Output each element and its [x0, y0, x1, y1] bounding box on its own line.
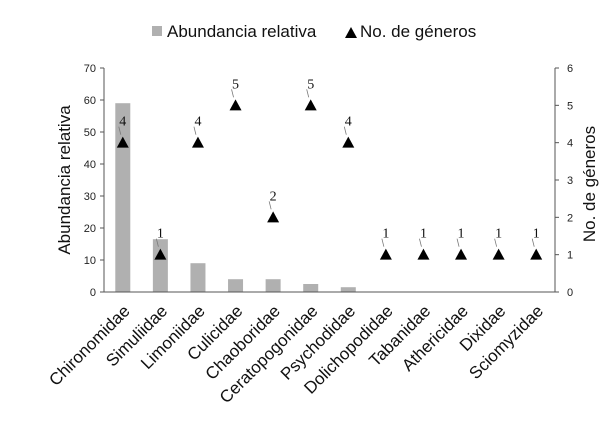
left-tick-label: 50	[84, 127, 96, 139]
leader-line	[456, 238, 460, 247]
left-tick-label: 10	[84, 255, 96, 267]
right-tick-label: 5	[567, 100, 573, 112]
right-tick-label: 6	[567, 63, 573, 75]
right-tick-label: 0	[567, 287, 573, 299]
left-axis: 0 10 20 30 40 50 60 70 Abundancia relativa	[55, 63, 105, 299]
left-tick-label: 20	[84, 223, 96, 235]
data-label: 5	[307, 77, 314, 92]
leader-line	[419, 238, 422, 247]
data-label: 5	[232, 77, 239, 92]
leader-line	[381, 238, 385, 247]
data-label: 1	[533, 227, 540, 242]
left-tick-label: 60	[84, 95, 96, 107]
leader-line	[306, 89, 310, 98]
data-label: 1	[495, 227, 502, 242]
data-label: 2	[270, 189, 277, 204]
marker	[267, 211, 280, 223]
data-label: 4	[119, 115, 126, 130]
bar	[340, 287, 356, 292]
left-axis-title: Abundancia relativa	[55, 105, 74, 255]
leader-line	[193, 126, 197, 135]
leader-line	[343, 126, 347, 135]
legend: Abundancia relativa No. de géneros	[152, 22, 476, 41]
marker	[191, 136, 204, 148]
leader-line	[531, 238, 535, 247]
right-tick-label: 4	[567, 138, 573, 150]
category-labels: ChironomidaeSimuliidaeLimoniidaeCulicida…	[45, 291, 555, 407]
data-label: 4	[345, 115, 352, 130]
right-tick-label: 3	[567, 175, 573, 187]
marker	[417, 248, 430, 260]
marker	[342, 136, 355, 148]
legend-swatch-bar	[152, 26, 162, 36]
marker	[492, 248, 505, 260]
marker	[116, 136, 129, 148]
marker	[530, 248, 543, 260]
right-tick-label: 1	[567, 250, 573, 262]
legend-label-marker: No. de géneros	[360, 22, 476, 41]
data-label: 1	[382, 227, 389, 242]
left-tick-label: 30	[84, 191, 96, 203]
left-tick-label: 70	[84, 63, 96, 75]
marker-series: 4 1 4 5 2 5 4 1 1 1 1 1	[116, 77, 543, 260]
right-axis: 0 1 2 3 4 5 6 No. de géneros	[554, 63, 599, 299]
bar	[152, 239, 168, 292]
leader-line	[231, 89, 234, 98]
leader-line	[118, 126, 122, 135]
bar	[190, 263, 206, 292]
bar	[303, 284, 319, 292]
legend-swatch-marker	[345, 27, 357, 38]
legend-label-bar: Abundancia relativa	[167, 22, 317, 41]
bar	[265, 279, 281, 292]
data-label: 1	[157, 227, 164, 242]
marker	[304, 99, 317, 111]
right-tick-label: 2	[567, 212, 573, 224]
marker	[229, 99, 242, 111]
leader-line	[268, 201, 272, 210]
data-label: 1	[458, 227, 465, 242]
data-label: 1	[420, 227, 427, 242]
data-label: 4	[194, 115, 201, 130]
leader-line	[494, 238, 498, 247]
right-axis-title: No. de géneros	[580, 126, 599, 242]
left-tick-label: 0	[90, 287, 96, 299]
marker	[379, 248, 392, 260]
bar	[115, 103, 131, 292]
leader-line	[155, 238, 159, 247]
bar	[228, 279, 244, 292]
left-tick-label: 40	[84, 159, 96, 171]
marker	[154, 248, 167, 260]
bar-series	[115, 103, 356, 292]
marker	[455, 248, 468, 260]
